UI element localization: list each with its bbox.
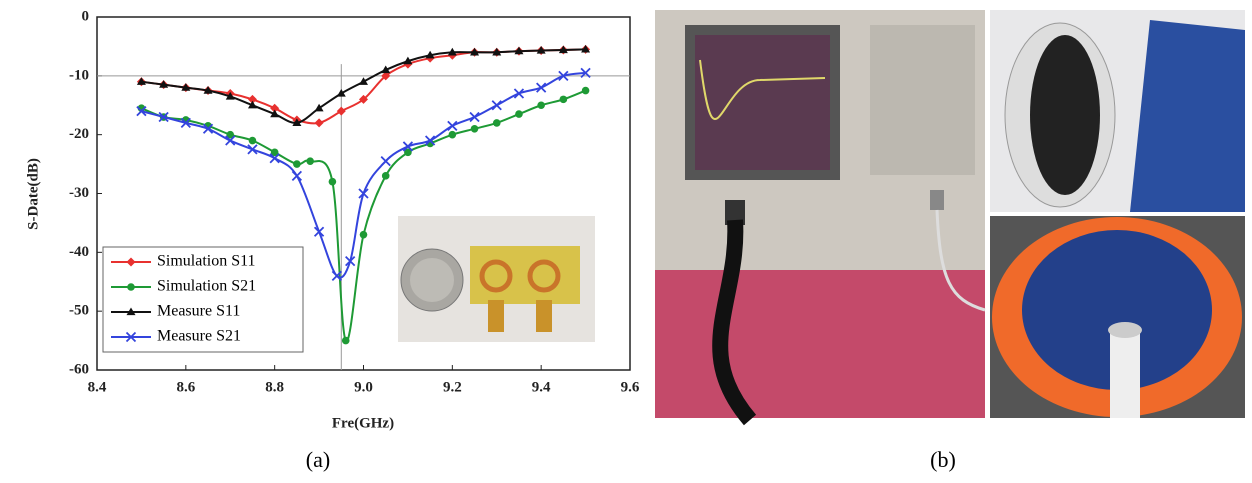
legend-label: Simulation S21 bbox=[157, 278, 256, 295]
figure: Fre(GHz) S-Date(dB) (a) (b) 8.4 8.6 8.8 9.0… bbox=[0, 0, 1252, 478]
marker bbox=[337, 107, 346, 116]
marker bbox=[381, 157, 390, 166]
marker bbox=[248, 145, 257, 154]
marker bbox=[582, 87, 590, 95]
marker bbox=[315, 104, 324, 112]
marker bbox=[342, 337, 350, 345]
marker bbox=[329, 178, 337, 186]
caption: (a) bbox=[306, 447, 330, 472]
analyzer-photo bbox=[655, 10, 985, 420]
y-axis-label: S-Date(dB) bbox=[25, 158, 41, 230]
y-tick-label: -10 bbox=[69, 67, 89, 83]
x-tick-label: 9.2 bbox=[443, 379, 462, 395]
x-tick-label: 9.6 bbox=[621, 379, 640, 395]
marker bbox=[127, 283, 135, 291]
marker bbox=[293, 160, 301, 168]
caption: (b) bbox=[930, 447, 956, 472]
y-tick-label: 0 bbox=[82, 8, 90, 24]
x-tick-label: 9.4 bbox=[532, 379, 551, 395]
legend-label: Simulation S11 bbox=[157, 253, 256, 270]
marker bbox=[471, 125, 479, 133]
y-tick-label: -30 bbox=[69, 185, 89, 201]
chamber-photo bbox=[990, 216, 1245, 418]
x-tick-label: 9.0 bbox=[354, 379, 373, 395]
marker bbox=[560, 96, 568, 104]
y-tick-label: -50 bbox=[69, 303, 89, 319]
marker bbox=[537, 101, 545, 109]
marker bbox=[315, 227, 324, 236]
x-tick-label: 8.4 bbox=[88, 379, 107, 395]
legend-label: Measure S21 bbox=[157, 328, 241, 345]
marker bbox=[449, 131, 457, 139]
marker bbox=[306, 157, 314, 165]
marker bbox=[315, 118, 324, 127]
marker bbox=[514, 89, 523, 98]
marker bbox=[360, 231, 368, 239]
marker bbox=[448, 121, 457, 130]
marker bbox=[515, 110, 523, 118]
marker bbox=[492, 101, 501, 110]
y-tick-label: -60 bbox=[69, 361, 89, 377]
marker bbox=[249, 137, 257, 145]
marker bbox=[292, 171, 301, 180]
marker bbox=[470, 113, 479, 122]
y-tick-label: -40 bbox=[69, 244, 89, 260]
antenna-photo bbox=[398, 216, 595, 342]
x-axis-label: Fre(GHz) bbox=[332, 415, 394, 431]
x-tick-label: 8.8 bbox=[265, 379, 284, 395]
marker bbox=[537, 83, 546, 92]
horn-photo bbox=[990, 10, 1245, 212]
marker bbox=[493, 119, 501, 127]
legend-label: Measure S11 bbox=[157, 303, 240, 320]
marker bbox=[382, 172, 390, 180]
x-tick-label: 8.6 bbox=[176, 379, 195, 395]
y-tick-label: -20 bbox=[69, 126, 89, 142]
